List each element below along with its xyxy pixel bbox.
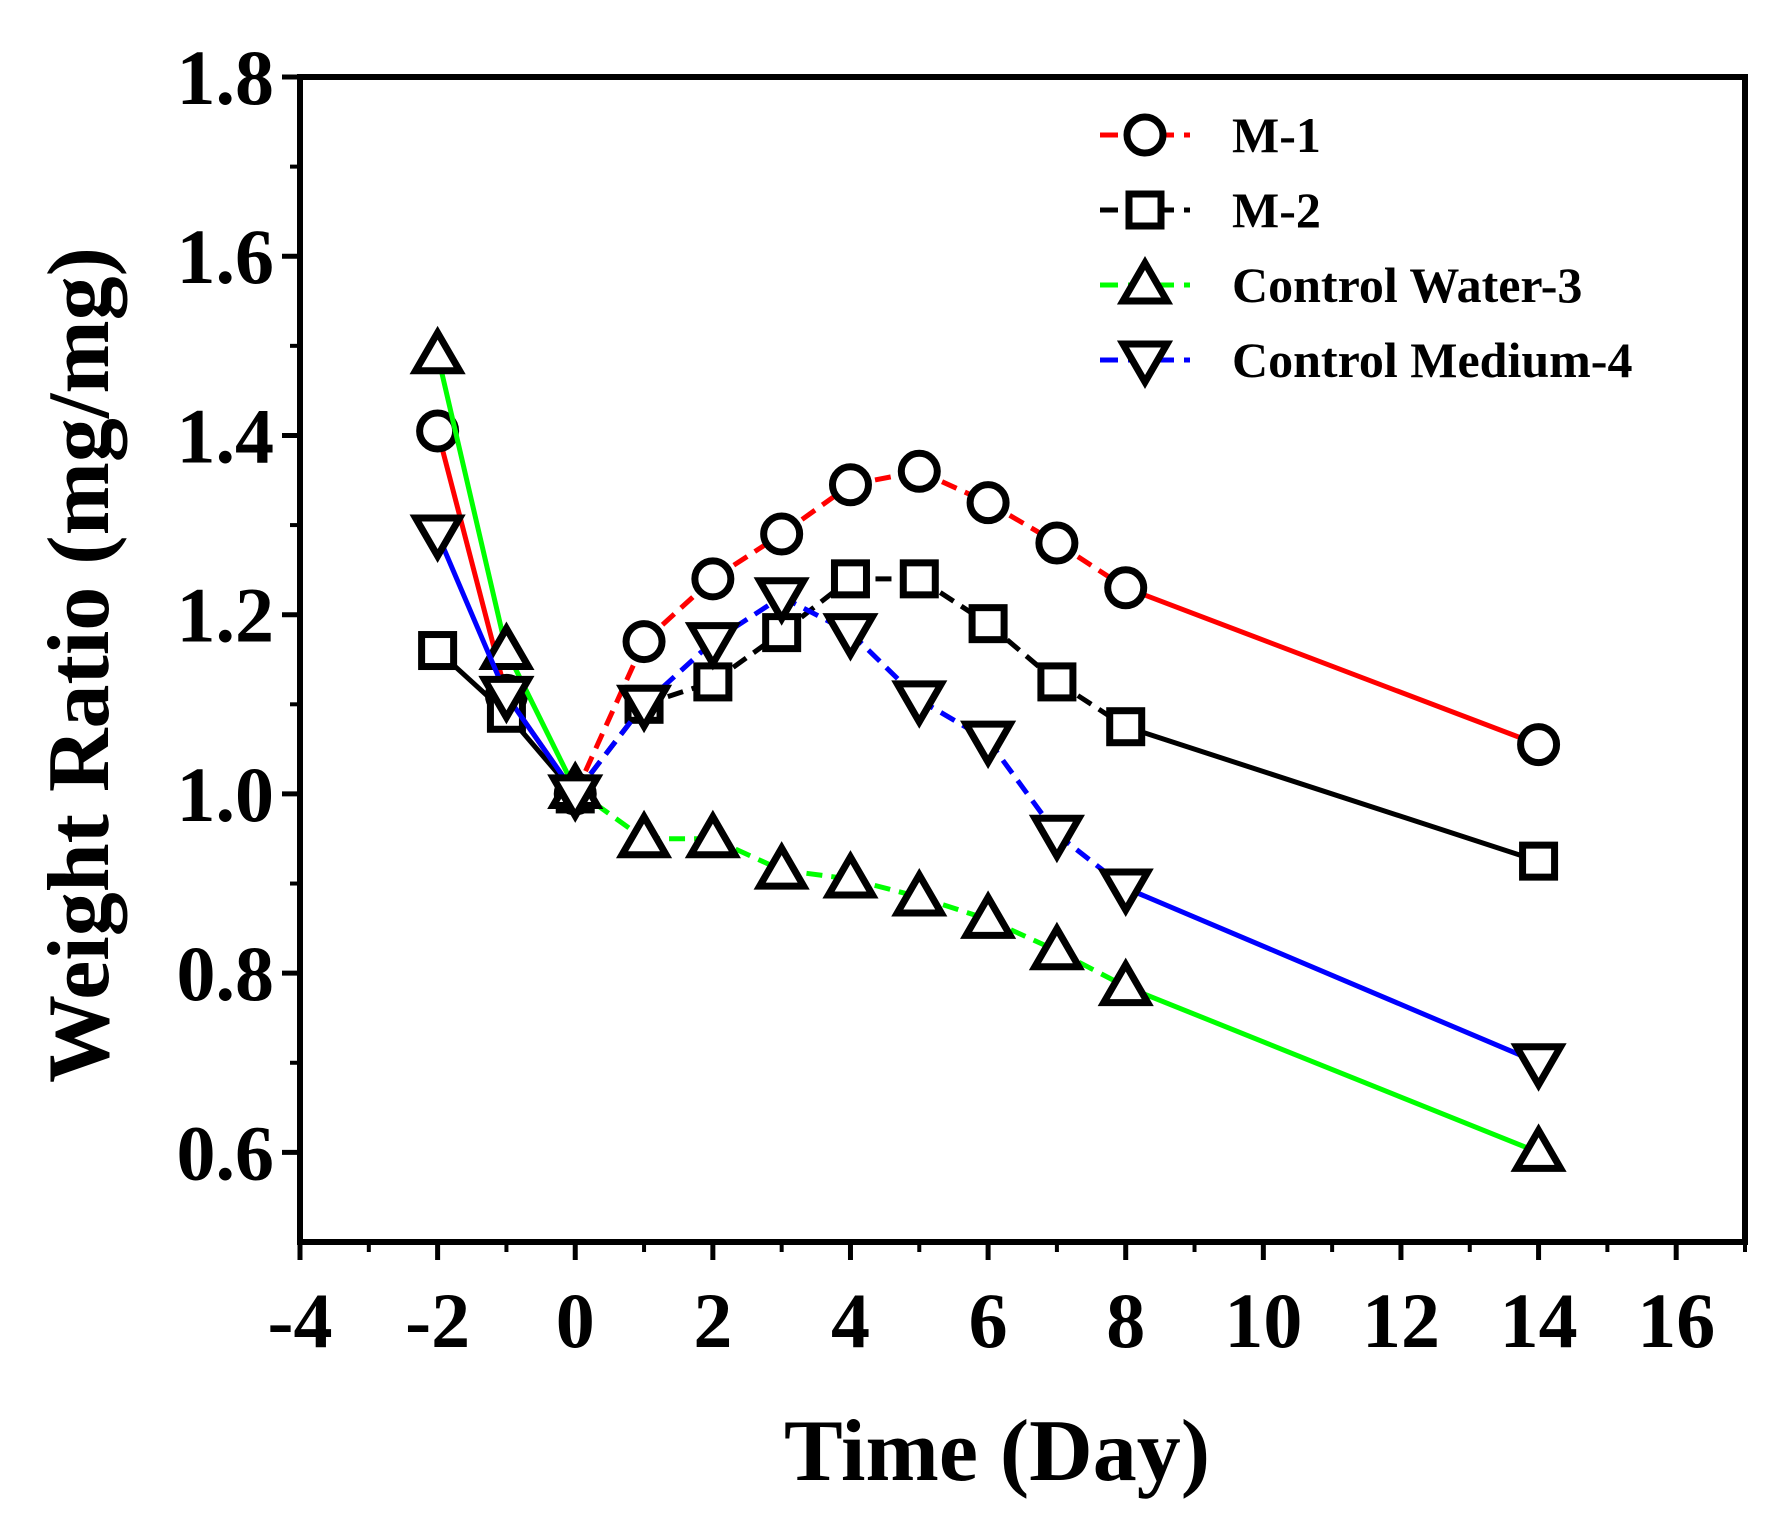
y-tick-label: 1.0 — [177, 751, 275, 838]
data-point-m-1 — [966, 481, 1010, 525]
x-tick-label: 4 — [831, 1277, 870, 1364]
y-tick-label: 1.8 — [177, 34, 275, 121]
x-tick-label: 14 — [1500, 1277, 1578, 1364]
data-point-m-2 — [693, 662, 733, 702]
x-axis-title: Time (Day) — [784, 1403, 1210, 1500]
data-point-control-water-3 — [409, 325, 466, 375]
legend-symbol — [1125, 190, 1165, 230]
legend-label-m-1: M-1 — [1232, 107, 1321, 163]
data-point-control-medium-4 — [547, 774, 604, 823]
data-point-control-medium-4 — [1510, 1043, 1567, 1092]
data-point-m-2 — [1519, 841, 1559, 881]
legend-marker-m-2 — [1125, 190, 1165, 230]
series-line-segment — [986, 738, 1059, 836]
legend-label-control-water-3: Control Water-3 — [1232, 257, 1582, 313]
legend-marker-control-medium-4 — [1116, 340, 1174, 389]
data-point-m-2 — [1106, 707, 1146, 747]
data-point-control-water-3 — [1028, 921, 1085, 971]
data-point-control-water-3 — [1510, 1123, 1567, 1172]
series-line-segment — [1124, 885, 1540, 1066]
data-point-control-medium-4 — [1028, 814, 1085, 864]
series-line-segment — [504, 649, 578, 791]
data-series — [409, 325, 1567, 1172]
series-line-segment — [435, 354, 509, 652]
legend: M-1 M-2 Control Water-3 Control Medium-4 — [1100, 107, 1632, 389]
series-line-segment — [1124, 724, 1540, 864]
series-line-segment — [1124, 984, 1540, 1155]
data-point-m-1 — [1517, 723, 1561, 767]
x-tick-label: 6 — [969, 1277, 1008, 1364]
data-point-control-medium-4 — [478, 675, 535, 725]
y-tick-label: 0.8 — [177, 930, 275, 1017]
data-point-control-water-3 — [822, 850, 879, 899]
x-tick-label: 2 — [693, 1277, 732, 1364]
data-point-control-medium-4 — [615, 684, 673, 734]
axis-ticks: -4 -2 0 2 4 6 8 10 12 14 16 0.6 0.8 1.0 1.2 1.4 1.6 1.8 — [177, 34, 1747, 1364]
data-point-m-2 — [899, 559, 939, 599]
data-point-m-1 — [691, 557, 735, 601]
series-line-segment — [1124, 585, 1540, 747]
y-tick-label: 1.4 — [177, 392, 275, 479]
series-line-segment — [435, 533, 509, 697]
data-point-m-2 — [1037, 662, 1077, 702]
plot-frame — [297, 74, 1748, 1245]
y-tick-label: 1.2 — [177, 572, 275, 659]
data-point-m-1 — [760, 512, 804, 556]
plot-area-border — [297, 74, 1748, 1245]
data-point-control-water-3 — [478, 621, 535, 671]
data-point-control-water-3 — [960, 890, 1017, 939]
data-point-m-1 — [1035, 521, 1079, 565]
data-point-m-2 — [830, 559, 870, 599]
data-point-control-medium-4 — [409, 514, 466, 564]
data-point-m-1 — [828, 463, 872, 507]
y-tick-label: 1.6 — [177, 213, 275, 300]
x-tick-label: 8 — [1106, 1277, 1145, 1364]
data-point-control-water-3 — [1097, 957, 1154, 1007]
x-tick-label: 10 — [1224, 1277, 1302, 1364]
x-tick-label: 0 — [556, 1277, 595, 1364]
data-point-m-1 — [1104, 566, 1148, 610]
legend-label-m-2: M-2 — [1232, 182, 1321, 238]
data-point-m-1 — [897, 449, 941, 493]
x-tick-label: -2 — [405, 1277, 470, 1364]
data-point-control-water-3 — [753, 841, 810, 890]
data-point-control-medium-4 — [891, 680, 948, 729]
x-tick-label: -4 — [268, 1277, 333, 1364]
data-point-control-water-3 — [684, 809, 741, 859]
legend-marker-m-1 — [1123, 113, 1167, 157]
legend-marker-control-water-3 — [1116, 256, 1174, 305]
data-point-control-medium-4 — [822, 613, 879, 662]
y-axis-title: Weight Ratio (mg/mg) — [31, 247, 128, 1083]
x-tick-label: 12 — [1362, 1277, 1440, 1364]
data-point-m-2 — [968, 604, 1008, 644]
legend-label-control-medium-4: Control Medium-4 — [1232, 332, 1632, 388]
data-point-m-1 — [622, 620, 666, 664]
data-point-control-medium-4 — [753, 577, 810, 626]
series-control-medium-4 — [409, 514, 1567, 1092]
data-point-control-medium-4 — [684, 622, 741, 671]
series-line-segment — [572, 640, 647, 795]
data-point-control-water-3 — [891, 867, 948, 917]
legend-symbol — [1116, 340, 1174, 389]
data-point-control-medium-4 — [960, 720, 1017, 770]
y-tick-label: 0.6 — [177, 1109, 275, 1196]
series-line-segment — [573, 702, 647, 796]
data-point-control-water-3 — [615, 809, 673, 859]
x-tick-label: 16 — [1637, 1277, 1715, 1364]
legend-symbol — [1116, 256, 1174, 305]
legend-symbol — [1123, 113, 1167, 157]
data-point-m-2 — [418, 631, 458, 671]
data-point-control-medium-4 — [1097, 868, 1154, 918]
